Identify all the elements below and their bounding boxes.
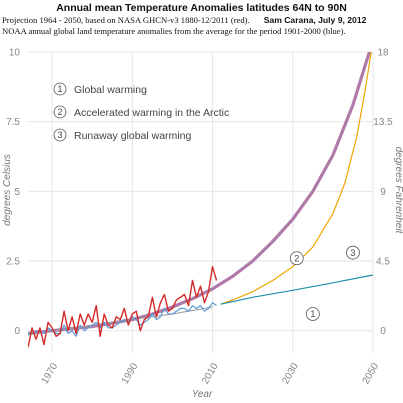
y-tick-right-label: 0 bbox=[380, 326, 386, 337]
x-axis-title: Year bbox=[192, 389, 213, 400]
legend-label: Runaway global warming bbox=[74, 130, 191, 142]
legend: 1 Global warming 2 Accelerated warming in t… bbox=[53, 82, 229, 142]
y-axis-title-left: degrees Celsius bbox=[2, 154, 13, 226]
y-tick-left-label: 2.5 bbox=[6, 257, 20, 268]
x-tick-label: 2010 bbox=[200, 361, 221, 386]
legend-label: Global warming bbox=[74, 84, 147, 96]
x-tick-label: 1970 bbox=[40, 361, 61, 386]
y-tick-right-label: 18 bbox=[377, 48, 389, 59]
legend-number-circle bbox=[53, 82, 67, 96]
subtitle-projection-text: Projection 1964 - 2050, based on NASA GH… bbox=[2, 15, 250, 25]
curve-marker-circle bbox=[305, 307, 320, 321]
chart-subtitle-line2: NOAA annual global land temperature anom… bbox=[2, 26, 346, 36]
y-axis-title-right: degrees Fahrenheit bbox=[393, 147, 403, 235]
chart-title: Annual mean Temperature Anomalies latitu… bbox=[56, 2, 347, 14]
curve-marker-circle bbox=[289, 251, 304, 266]
y-tick-left-label: 10 bbox=[9, 48, 21, 59]
chart-subtitle-line1: Projection 1964 - 2050, based on NASA GH… bbox=[2, 15, 402, 25]
legend-number-circle bbox=[53, 105, 67, 119]
y-tick-right-label: 13.5 bbox=[373, 117, 393, 128]
y-tick-left-label: 0 bbox=[14, 326, 20, 337]
y-tick-left-label: 5 bbox=[14, 187, 20, 198]
grid-lines bbox=[28, 51, 374, 353]
x-tick-label: 1990 bbox=[120, 361, 141, 386]
series-line-teal bbox=[220, 274, 373, 305]
curve-markers: 1 2 3 bbox=[289, 245, 360, 321]
y-tick-left-label: 7.5 bbox=[6, 117, 20, 128]
legend-number: 2 bbox=[57, 107, 62, 117]
series-line-orange bbox=[220, 52, 372, 305]
author-date: Sam Carana, July 9, 2012 bbox=[263, 15, 367, 25]
axes: 0 0 2.5 4.5 5 9 7.5 13.5 10 18 1970 1990 2010 2030 205… bbox=[2, 48, 403, 401]
curve-marker-number: 1 bbox=[310, 309, 315, 319]
data-series bbox=[28, 52, 373, 348]
x-tick-label: 2030 bbox=[280, 361, 301, 386]
x-tick-label: 2050 bbox=[361, 361, 382, 386]
y-tick-right-label: 9 bbox=[380, 187, 386, 198]
legend-number-circle bbox=[53, 128, 67, 142]
curve-marker-circle bbox=[346, 245, 360, 260]
series-line-red bbox=[28, 265, 218, 348]
y-tick-right-label: 4.5 bbox=[376, 257, 390, 268]
legend-number: 3 bbox=[57, 130, 62, 140]
legend-number: 1 bbox=[57, 84, 62, 94]
curve-marker-number: 2 bbox=[294, 253, 299, 263]
legend-label: Accelerated warming in the Arctic bbox=[74, 107, 229, 119]
curve-marker-number: 3 bbox=[350, 248, 355, 258]
